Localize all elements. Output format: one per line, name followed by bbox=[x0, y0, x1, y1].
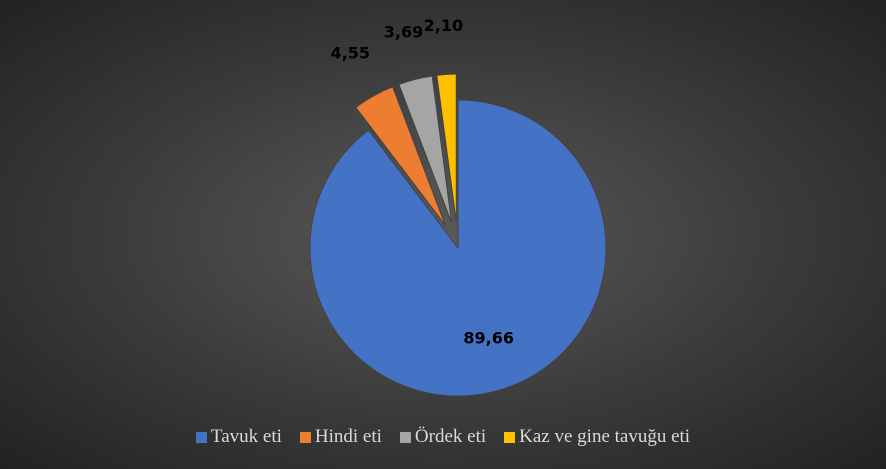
pie-slice bbox=[309, 99, 607, 397]
legend-item: Kaz ve gine tavuğu eti bbox=[504, 426, 690, 448]
legend-swatch bbox=[195, 431, 207, 443]
legend-item: Ördek eti bbox=[399, 426, 487, 448]
legend-label: Ördek eti bbox=[414, 426, 487, 447]
legend-label: Hindi eti bbox=[314, 426, 382, 447]
pie-slice bbox=[436, 73, 457, 223]
legend-item: Hindi eti bbox=[299, 426, 382, 448]
data-label: 89,66 bbox=[463, 329, 514, 348]
legend: Tavuk eti Hindi eti Ördek eti Kaz ve gine t… bbox=[0, 426, 886, 448]
legend-swatch bbox=[504, 431, 516, 443]
data-label: 3,69 bbox=[384, 22, 423, 41]
legend-label: Tavuk eti bbox=[210, 426, 282, 447]
legend-label: Kaz ve gine tavuğu eti bbox=[519, 426, 691, 447]
legend-item: Tavuk eti bbox=[195, 426, 282, 448]
pie-slice bbox=[355, 86, 446, 226]
data-label: 4,55 bbox=[331, 43, 370, 62]
data-label: 2,10 bbox=[424, 16, 463, 35]
legend-swatch bbox=[299, 431, 311, 443]
pie-slice bbox=[398, 75, 453, 223]
legend-swatch bbox=[399, 431, 411, 443]
